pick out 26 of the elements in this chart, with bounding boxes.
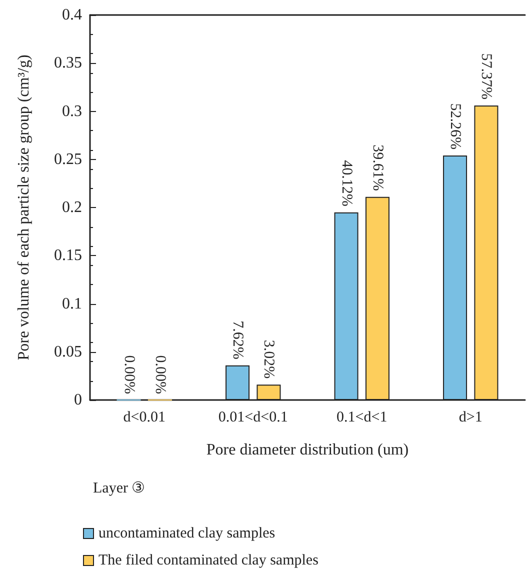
- annotation: 39.61%: [369, 144, 386, 191]
- legend-label: The filed contaminated clay samples: [98, 552, 319, 568]
- annotation: 7.62%: [230, 320, 246, 360]
- y-axis-title: Pore volume of each particle size group (cm³/g): [16, 54, 32, 360]
- y-tick-label: 0.25: [54, 150, 82, 168]
- x-tick-label: 0.01<d<0.1: [218, 410, 288, 426]
- x-tick-label: d>1: [458, 410, 482, 426]
- x-tick-label: d<0.01: [123, 410, 166, 426]
- annotation: 0.00%: [120, 355, 137, 394]
- annotation: 57.37%: [478, 53, 494, 100]
- y-tick-label: 0.35: [54, 54, 82, 72]
- x-tick-label: 0.1<d<1: [336, 410, 388, 426]
- annotation: 40.12%: [338, 160, 354, 206]
- y-tick-label: 0.05: [54, 343, 82, 360]
- annotation: 3.02%: [260, 340, 277, 379]
- annotation: 0.00%: [152, 355, 168, 394]
- y-tick-label: 0: [74, 392, 82, 408]
- y-tick-label: 0.2: [62, 199, 82, 216]
- annotation: 52.26%: [447, 103, 464, 150]
- y-tick-label: 0.4: [62, 6, 82, 24]
- y-tick-label: 0.15: [54, 247, 82, 264]
- x-axis-title: Pore diameter distribution (um): [206, 442, 409, 458]
- y-tick-label: 0.1: [62, 295, 82, 312]
- legend-label: uncontaminated clay samples: [98, 526, 276, 542]
- legend-title: Layer ③: [93, 480, 145, 496]
- y-tick-label: 0.3: [62, 102, 82, 120]
